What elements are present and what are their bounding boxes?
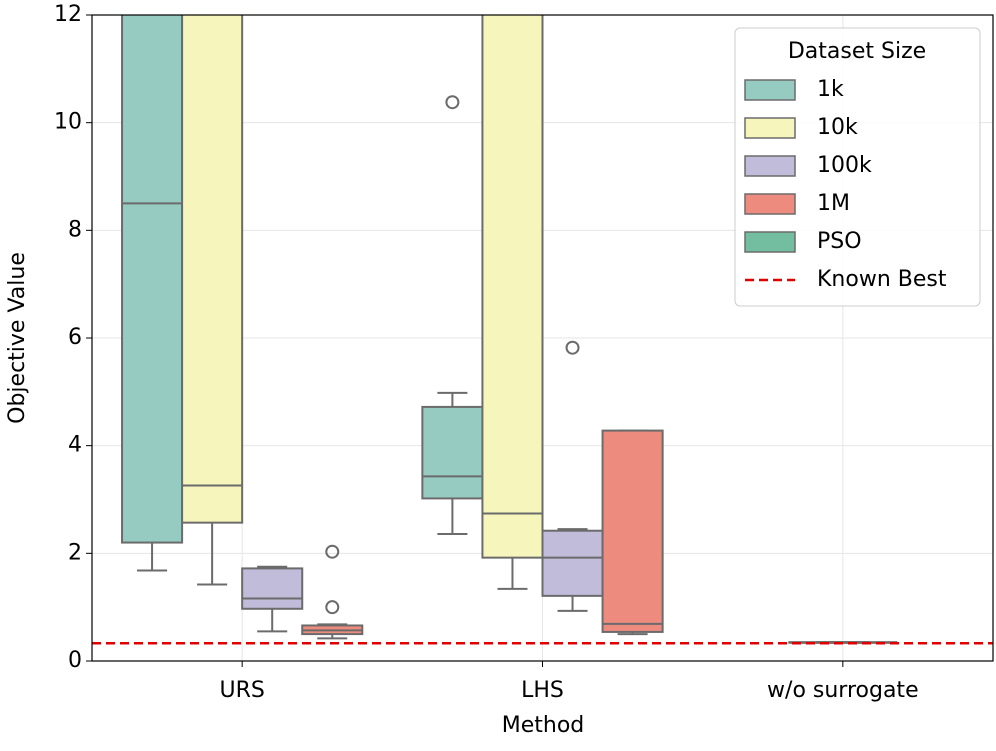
box xyxy=(181,15,244,524)
legend-swatch xyxy=(744,231,796,253)
legend-swatch xyxy=(744,117,796,139)
box xyxy=(241,567,304,610)
y-tick-label: 4 xyxy=(68,433,82,458)
y-tick-label: 2 xyxy=(68,540,82,565)
legend-swatch xyxy=(744,79,796,101)
legend-frame xyxy=(734,27,981,307)
y-tick-label: 0 xyxy=(68,648,82,673)
box xyxy=(481,15,544,559)
x-axis-label: Method xyxy=(502,713,585,738)
legend-label: 1k xyxy=(817,77,844,102)
x-tick-label: URS xyxy=(219,678,264,703)
legend-label: PSO xyxy=(817,229,862,254)
x-tick-label: LHS xyxy=(521,678,564,703)
outlier xyxy=(445,95,460,110)
legend-label: 1M xyxy=(817,191,850,216)
y-tick-label: 8 xyxy=(68,217,82,242)
y-tick-label: 6 xyxy=(68,325,82,350)
outlier xyxy=(325,544,340,559)
y-tick-label: 12 xyxy=(54,2,82,27)
legend-title: Dataset Size xyxy=(788,39,926,64)
y-tick-label: 10 xyxy=(54,110,82,135)
legend-label: Known Best xyxy=(817,267,947,292)
legend-swatch xyxy=(744,193,796,215)
legend: Dataset Size 1k 10k 100k 1M PSO Known Best xyxy=(734,27,981,307)
legend-label: 100k xyxy=(817,153,872,178)
box xyxy=(601,429,664,633)
y-axis-label: Objective Value xyxy=(5,252,30,424)
outlier xyxy=(325,600,340,615)
marks xyxy=(92,15,993,645)
box xyxy=(121,15,184,544)
x-tick-label: w/o surrogate xyxy=(767,678,919,703)
legend-swatch xyxy=(744,155,796,177)
outlier xyxy=(565,340,580,355)
box xyxy=(541,529,604,597)
box xyxy=(421,405,484,500)
legend-label: 10k xyxy=(817,115,858,140)
